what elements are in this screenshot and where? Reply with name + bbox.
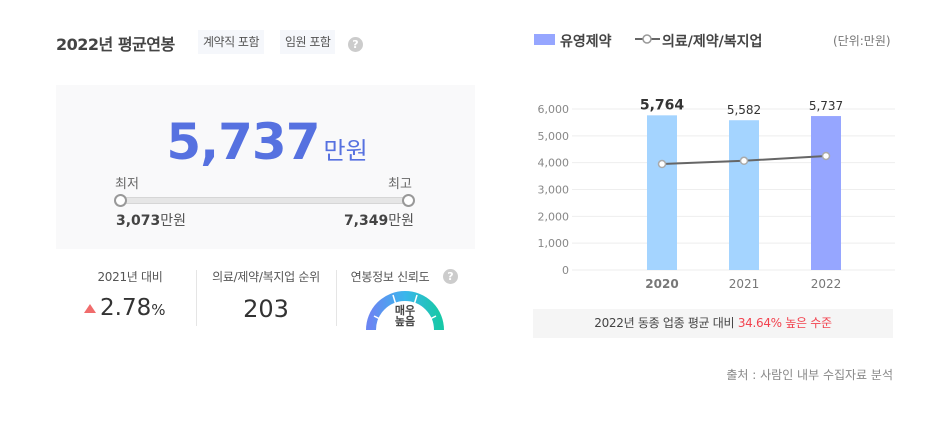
- industry-rank-label: 의료/제약/복지업 순위: [212, 270, 320, 284]
- page-title: 2022년 평균연봉: [56, 35, 175, 54]
- min-marker: [114, 194, 127, 207]
- average-salary-unit: 만원: [323, 137, 368, 165]
- question-circle-icon[interactable]: ?: [443, 269, 458, 284]
- salary-trend-chart: 0 1,000 2,000 3,000 4,000 5,000 6,000 5,764 2020…: [538, 97, 895, 291]
- svg-text:2021: 2021: [729, 277, 760, 291]
- svg-text:5,582: 5,582: [727, 103, 761, 117]
- svg-text:0: 0: [562, 264, 569, 277]
- svg-text:1,000: 1,000: [538, 237, 570, 250]
- legend-line-marker-icon: [635, 34, 660, 44]
- industry-comparison: 2022년 동종 업종 평균 대비 34.64% 높은 수준: [533, 309, 893, 338]
- svg-text:2022: 2022: [811, 277, 842, 291]
- salary-range-bar: [117, 197, 409, 204]
- svg-text:6,000: 6,000: [538, 103, 570, 116]
- bar-2021: [729, 120, 759, 270]
- bar-2020: [647, 115, 677, 270]
- legend-bar-swatch: [534, 34, 555, 45]
- average-salary: 5,737 만원: [124, 113, 410, 171]
- legend-bar-label: 유영제약: [560, 34, 612, 50]
- tag-executive-included: 임원 포함: [280, 30, 336, 54]
- min-label: 최저: [115, 177, 139, 192]
- comparison-highlight: 34.64% 높은 수준: [737, 316, 832, 330]
- bar-2022: [811, 116, 841, 271]
- svg-text:5,000: 5,000: [538, 130, 570, 143]
- unit-label: (단위:만원): [833, 34, 891, 48]
- max-salary: 7,349만원: [343, 213, 414, 229]
- tag-contract-included: 계약직 포함: [198, 30, 265, 54]
- up-arrow-icon: [84, 304, 96, 313]
- reliability-label: 연봉정보 신뢰도: [350, 270, 430, 284]
- yoy-change: 2.78%: [84, 295, 165, 321]
- question-circle-icon[interactable]: ?: [348, 37, 363, 52]
- svg-text:5,764: 5,764: [640, 97, 685, 113]
- max-label: 최고: [388, 177, 412, 192]
- svg-text:3,000: 3,000: [538, 184, 570, 197]
- max-marker: [402, 194, 415, 207]
- divider: [336, 270, 337, 326]
- yoy-label: 2021년 대비: [97, 270, 163, 284]
- svg-text:4,000: 4,000: [538, 157, 570, 170]
- min-salary: 3,073만원: [116, 213, 187, 229]
- reliability-gauge: [366, 291, 444, 330]
- svg-text:5,737: 5,737: [809, 99, 843, 113]
- source-note: 출처 : 사람인 내부 수집자료 분석: [726, 368, 893, 382]
- svg-text:2,000: 2,000: [538, 210, 570, 223]
- average-salary-value: 5,737: [166, 113, 320, 171]
- reliability-value: 매우 높음: [394, 304, 416, 328]
- svg-text:2020: 2020: [645, 277, 678, 291]
- salary-summary-box: [56, 85, 475, 249]
- divider: [196, 270, 197, 326]
- industry-rank-value: 203: [243, 295, 289, 323]
- legend-line-label: 의료/제약/복지업: [662, 34, 763, 50]
